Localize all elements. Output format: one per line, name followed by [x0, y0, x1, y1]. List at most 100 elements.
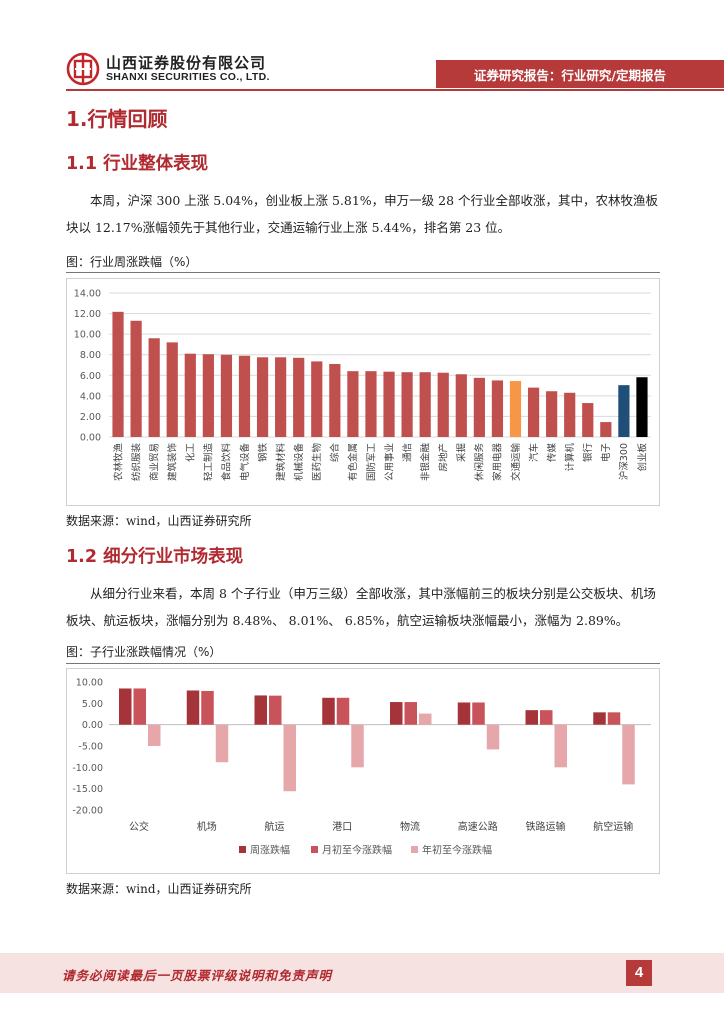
legend-label: 月初至今涨跌幅	[322, 844, 392, 857]
subsection-title-1: 1.1 行业整体表现	[66, 154, 209, 174]
header-divider	[66, 89, 724, 91]
y-tick-label: -20.00	[72, 806, 103, 817]
bar	[486, 724, 500, 750]
bar	[473, 377, 485, 437]
bar	[256, 357, 269, 437]
y-tick-label: -10.00	[72, 763, 103, 774]
bar	[254, 695, 267, 725]
figure-caption-2: 图：子行业涨跌幅情况（%）	[66, 645, 222, 659]
x-tick-label: 机场	[197, 820, 217, 833]
bar	[322, 697, 335, 725]
y-tick-label: 0.00	[80, 433, 101, 444]
bar	[618, 385, 630, 437]
figure-caption-divider	[66, 272, 660, 273]
x-tick-label: 港口	[332, 821, 352, 833]
bar	[564, 392, 576, 437]
y-tick-label: -5.00	[78, 742, 103, 753]
x-tick-label: 高速公路	[458, 820, 498, 833]
paragraph-sub-industry: 从细分行业来看，本周 8 个子行业（申万三级）全部收涨，其中涨幅前三的板块分别是…	[66, 586, 656, 628]
legend-swatch	[239, 846, 246, 853]
x-tick-label: 房地产	[438, 443, 450, 472]
section-title: 1.行情回顾	[66, 107, 168, 131]
bar	[472, 702, 485, 725]
bar	[184, 353, 196, 437]
bar	[600, 422, 612, 437]
bar	[283, 724, 296, 792]
subsection-title-2: 1.2 细分行业市场表现	[66, 547, 244, 567]
x-tick-label: 电子	[600, 443, 612, 463]
industry-weekly-change-svg: 0.00 2.00 4.00 6.00 8.00 10.00 12.00 14.00 农林牧渔纺…	[74, 289, 651, 482]
x-tick-label: 机械设备	[293, 443, 305, 482]
y-tick-label: 10.00	[74, 330, 101, 341]
y-tick-label: 8.00	[80, 350, 101, 361]
bar	[351, 724, 364, 768]
data-source-2: 数据来源：wind，山西证券研究所	[66, 882, 252, 896]
bar	[401, 372, 413, 437]
report-type-banner: 证券研究报告：行业研究/定期报告	[436, 60, 724, 88]
legend-label: 年初至今涨跌幅	[422, 844, 492, 857]
x-tick-label: 轻工制造	[203, 443, 215, 482]
bar	[365, 371, 377, 437]
paragraph-industry-overview: 本周，沪深 300 上涨 5.04%，创业板上涨 5.81%，申万一级 28 个…	[66, 193, 659, 235]
x-tick-label: 交通运输	[510, 443, 522, 482]
data-source-1: 数据来源：wind，山西证券研究所	[66, 514, 252, 528]
bar	[133, 688, 146, 725]
x-tick-label: 建筑材料	[275, 443, 287, 482]
bar	[202, 354, 214, 437]
bar	[269, 695, 282, 725]
bar	[238, 355, 251, 437]
bar	[201, 690, 214, 725]
x-tick-label: 计算机	[564, 443, 576, 472]
report-type: 证券研究报告：行业研究/定期报告	[473, 68, 666, 83]
company-name-en: SHANXI SECURITIES CO., LTD.	[106, 71, 270, 83]
y-tick-label: 14.00	[74, 289, 101, 300]
x-tick-label: 通信	[401, 443, 413, 462]
x-tick-label: 食品饮料	[221, 443, 233, 482]
y-tick-label: 6.00	[80, 371, 101, 382]
x-tick-label: 创业板	[636, 443, 648, 472]
bar	[130, 320, 142, 437]
x-tick-label: 铁路运输	[526, 820, 566, 833]
x-tick-label: 医药生物	[311, 443, 323, 482]
bar	[119, 688, 132, 725]
bar	[527, 387, 540, 437]
bar	[148, 724, 161, 746]
bar	[509, 381, 522, 437]
industry-weekly-change-chart: 0.00 2.00 4.00 6.00 8.00 10.00 12.00 14.00 农林牧渔纺…	[66, 278, 660, 506]
y-tick-label: -15.00	[72, 784, 103, 795]
legend-label: 周涨跌幅	[250, 844, 290, 857]
bar	[582, 403, 594, 437]
bar	[112, 311, 124, 437]
x-tick-label: 建筑装饰	[167, 443, 179, 481]
bar	[336, 697, 350, 725]
y-tick-label: 2.00	[80, 412, 101, 423]
bar	[437, 372, 449, 437]
bar	[383, 371, 395, 437]
x-tick-label: 农林牧渔	[112, 443, 124, 482]
x-tick-label: 休闲服务	[474, 443, 486, 482]
company-name-cn: 山西证券股份有限公司	[106, 54, 267, 72]
x-tick-label: 商业贸易	[148, 443, 160, 481]
bar	[546, 391, 558, 437]
x-tick-label: 物流	[400, 820, 420, 833]
bar	[293, 357, 305, 437]
x-tick-label: 家用电器	[492, 443, 504, 482]
x-tick-label: 国防军工	[365, 443, 377, 482]
figure-caption-divider	[66, 663, 660, 664]
bar	[554, 724, 567, 768]
page-number: 4	[626, 960, 652, 986]
y-tick-label: 12.00	[74, 309, 101, 320]
x-tick-label: 有色金属	[347, 443, 359, 481]
bar	[148, 338, 160, 437]
bar	[419, 372, 431, 437]
bar	[404, 702, 417, 725]
bar	[636, 377, 648, 437]
footer-bar	[0, 953, 724, 993]
bar	[390, 702, 403, 725]
bar	[525, 710, 538, 725]
bar	[622, 724, 635, 785]
x-tick-label: 公交	[129, 820, 149, 833]
y-tick-label: 10.00	[76, 678, 103, 689]
bar	[215, 724, 229, 763]
bar	[607, 712, 621, 725]
